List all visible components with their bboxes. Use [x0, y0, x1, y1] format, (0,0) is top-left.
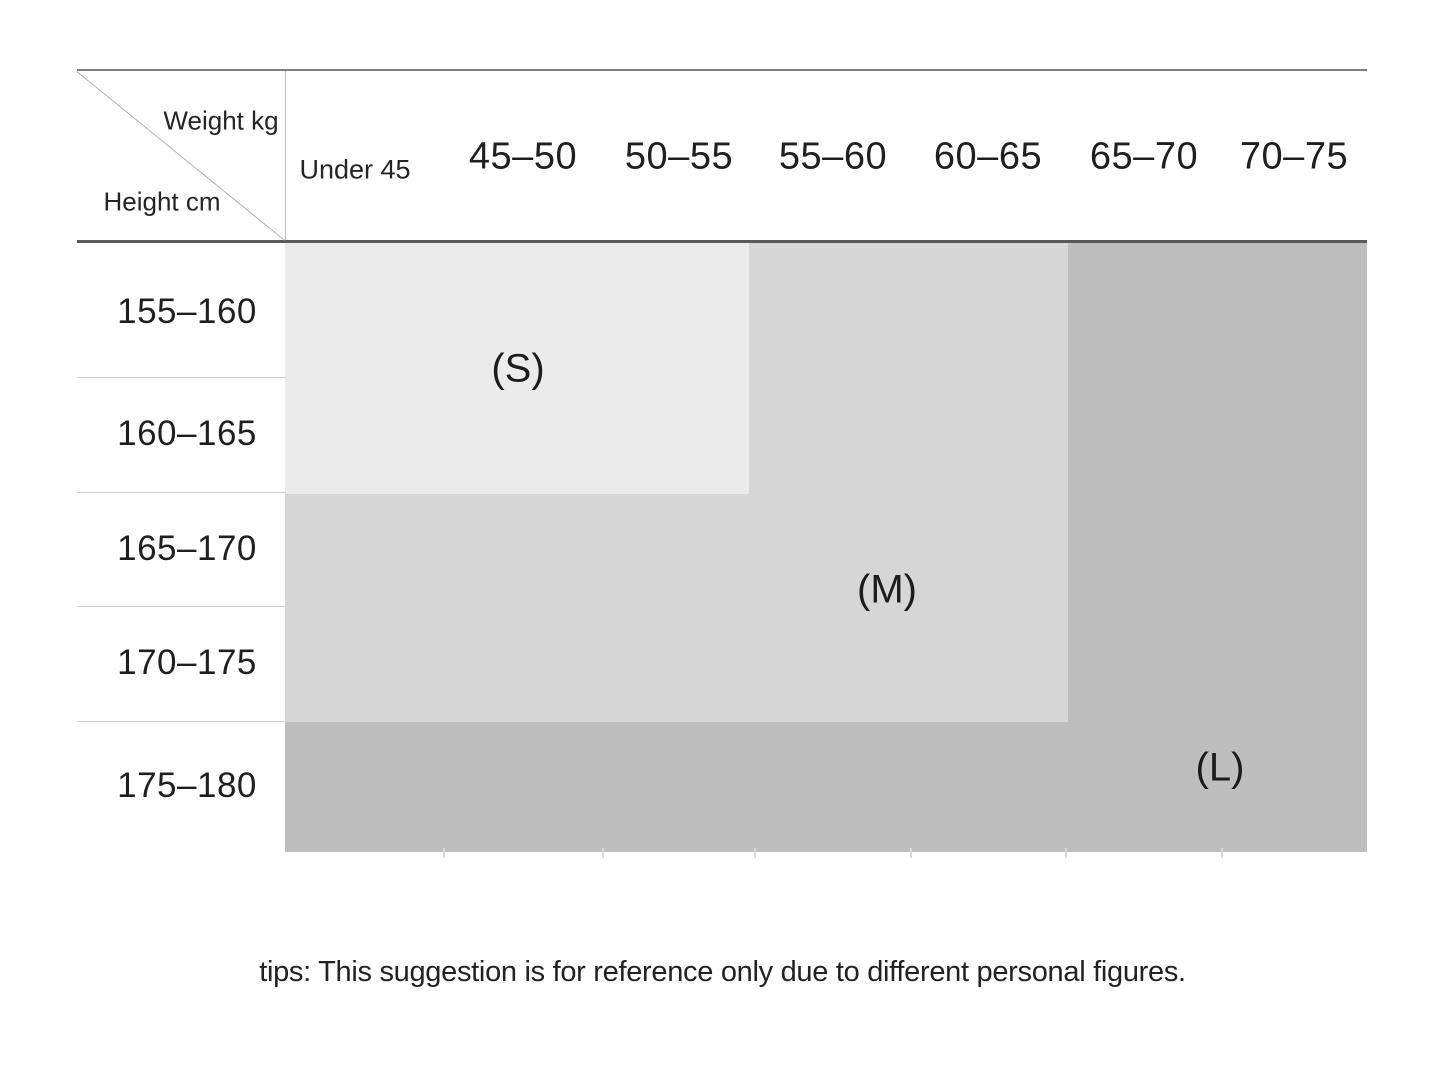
tips-note: tips: This suggestion is for reference o… [259, 956, 1186, 988]
weight-axis-label: Weight kg [163, 105, 279, 136]
col-header-50-55: 50–55 [624, 135, 734, 178]
row-header-155-160: 155–160 [117, 292, 257, 331]
column-tick [443, 848, 445, 858]
column-tick [910, 848, 912, 858]
col-header-60-65: 60–65 [933, 135, 1043, 178]
size-region-s [285, 243, 749, 494]
row-header-160-165: 160–165 [117, 414, 257, 453]
row-divider [77, 606, 286, 607]
col-header-70-75: 70–75 [1239, 135, 1349, 178]
size-label-l: (L) [1195, 745, 1245, 790]
row-header-165-170: 165–170 [117, 529, 257, 568]
row-divider [77, 377, 286, 378]
size-label-m: (M) [857, 567, 917, 612]
column-tick [1065, 848, 1067, 858]
row-header-175-180: 175–180 [117, 766, 257, 805]
header-separator-line [77, 240, 1367, 243]
column-tick [1221, 848, 1223, 858]
col-header-under-45: Under 45 [299, 154, 411, 185]
height-axis-label: Height cm [103, 186, 221, 217]
col-header-55-60: 55–60 [778, 135, 888, 178]
row-divider [77, 721, 286, 722]
row-header-170-175: 170–175 [117, 643, 257, 682]
col-header-65-70: 65–70 [1089, 135, 1199, 178]
table-top-border [77, 69, 1367, 71]
col-header-45-50: 45–50 [468, 135, 578, 178]
header-column-divider [285, 71, 286, 240]
column-tick [602, 848, 604, 858]
column-tick [754, 848, 756, 858]
row-divider [77, 492, 286, 493]
size-label-s: (S) [491, 346, 545, 391]
